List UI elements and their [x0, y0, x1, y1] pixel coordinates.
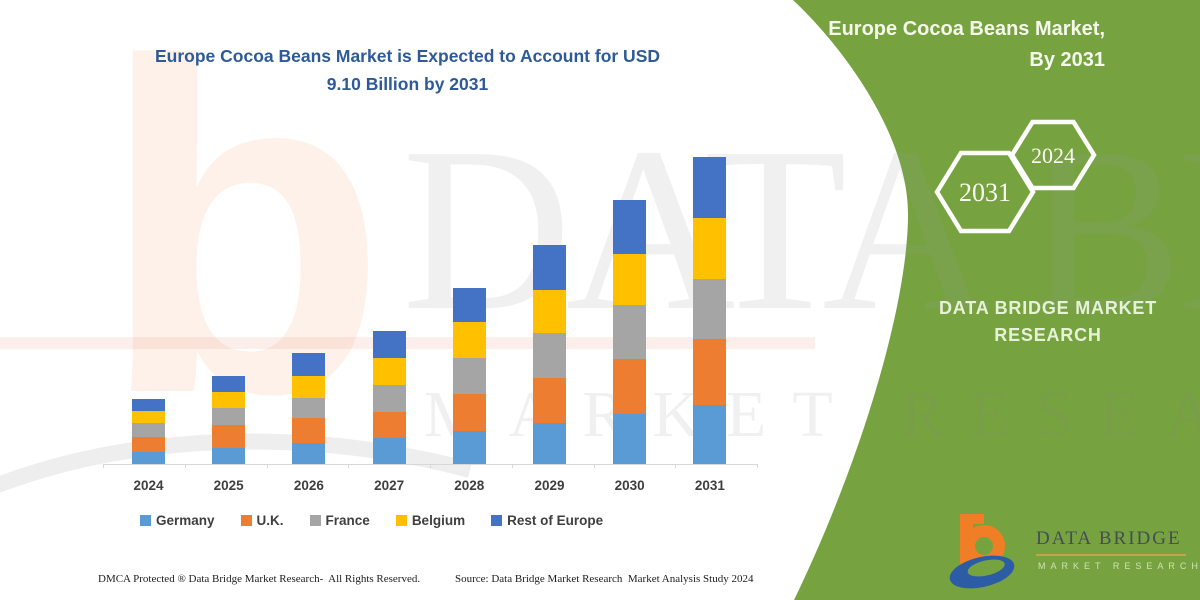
bar-segment-france — [613, 305, 647, 360]
legend-label: Germany — [156, 513, 215, 528]
bar-segment-germany — [452, 431, 486, 464]
bar-segment-u-k — [212, 425, 246, 449]
chart-legend: Germany U.K. France Belgium Rest of Europe — [140, 513, 603, 528]
legend-swatch-icon — [395, 515, 407, 526]
bar-segment-france — [533, 333, 566, 378]
bar-segment-rest-of-europe — [292, 353, 326, 376]
side-panel-background — [793, 0, 1200, 600]
x-axis-tick — [184, 464, 186, 468]
chart-title-line2: 9.10 Billion by 2031 — [326, 74, 489, 95]
x-axis-label: 2030 — [614, 478, 645, 493]
legend-swatch-icon — [309, 515, 321, 526]
bar-segment-germany — [693, 404, 727, 464]
dbmr-logo-name: DATA BRIDGE — [1036, 528, 1182, 549]
x-axis-label: 2031 — [694, 478, 725, 493]
bar-segment-germany — [533, 422, 566, 464]
bar-segment-u-k — [292, 418, 326, 444]
legend-item: U.K. — [240, 513, 284, 528]
side-panel-title: Europe Cocoa Beans Market, By 2031 — [828, 14, 1105, 76]
bar-segment-germany — [212, 448, 246, 464]
side-panel-brand: DATA BRIDGE MARKET RESEARCH — [898, 295, 1198, 349]
bar-segment-belgium — [533, 289, 566, 334]
chart-title: Europe Cocoa Beans Market is Expected to… — [95, 42, 720, 99]
footer-source-text: Source: Data Bridge Market Research Mark… — [455, 573, 754, 585]
legend-item: France — [309, 513, 370, 528]
legend-label: Belgium — [411, 513, 466, 528]
bar-segment-rest-of-europe — [533, 245, 566, 290]
bar-segment-france — [693, 279, 727, 340]
bar-segment-belgium — [372, 358, 406, 386]
x-axis-tick — [675, 464, 677, 468]
x-axis-label: 2025 — [213, 478, 244, 493]
bar-segment-belgium — [693, 218, 727, 280]
legend-label: Rest of Europe — [507, 513, 604, 528]
bar-segment-france — [212, 408, 246, 426]
hexagon-badges: 2031 2024 — [934, 119, 1097, 234]
dbmr-logo: DATA BRIDGE MARKET RESEARCH — [940, 512, 1198, 592]
bar-segment-u-k — [693, 339, 727, 405]
x-axis-tick — [430, 464, 431, 468]
x-axis-label: 2026 — [293, 478, 324, 493]
hexagon-2024-icon — [1009, 119, 1097, 191]
bar-segment-france — [452, 357, 486, 395]
side-panel-title-line2: By 2031 — [1029, 49, 1105, 71]
legend-item: Rest of Europe — [491, 513, 603, 528]
bar-segment-rest-of-europe — [212, 376, 246, 393]
hexagon-2024-label: 2024 — [1031, 143, 1075, 168]
hexagon-2031-icon — [934, 150, 1036, 234]
bar-segment-u-k — [613, 359, 647, 415]
bar-segment-france — [372, 385, 406, 413]
bar-segment-u-k — [372, 412, 406, 438]
bar-segment-rest-of-europe — [693, 156, 727, 219]
bar-segment-france — [132, 423, 165, 437]
hexagon-2031-label: 2031 — [959, 178, 1011, 207]
x-axis-tick — [757, 464, 758, 468]
bar-segment-u-k — [132, 437, 165, 453]
side-panel-title-line1: Europe Cocoa Beans Market, — [828, 18, 1105, 40]
dbmr-logo-subtitle: MARKET RESEARCH — [1038, 561, 1200, 571]
bar-segment-belgium — [132, 411, 165, 424]
footer-dmca-text: DMCA Protected ® Data Bridge Market Rese… — [98, 573, 421, 585]
legend-swatch-icon — [491, 515, 503, 526]
side-panel-brand-line1: DATA BRIDGE MARKET — [938, 298, 1158, 318]
bar-segment-u-k — [452, 394, 486, 432]
x-axis-tick — [511, 464, 513, 468]
bar-segment-rest-of-europe — [613, 200, 647, 255]
dbmr-logo-icon — [949, 514, 1015, 589]
bar-segment-germany — [292, 443, 326, 464]
x-axis-tick — [266, 464, 268, 468]
bar-segment-rest-of-europe — [132, 398, 165, 412]
legend-item: Belgium — [395, 513, 466, 528]
bar-segment-germany — [613, 414, 647, 464]
dbmr-logo-rule — [1036, 554, 1186, 556]
bar-segment-belgium — [613, 254, 647, 306]
bar-segment-belgium — [452, 321, 486, 358]
x-axis-tick — [593, 464, 595, 468]
x-axis-tick — [103, 464, 104, 468]
bar-segment-rest-of-europe — [372, 331, 406, 359]
x-axis-label: 2027 — [374, 478, 405, 493]
legend-label: U.K. — [256, 513, 284, 528]
x-axis-label: 2024 — [133, 478, 164, 493]
bar-segment-belgium — [212, 392, 246, 409]
bar-segment-germany — [132, 452, 165, 464]
legend-label: France — [325, 513, 370, 528]
legend-item: Germany — [140, 513, 215, 528]
bar-segment-belgium — [292, 375, 326, 399]
bar-segment-france — [292, 398, 326, 419]
x-axis-label: 2028 — [454, 478, 485, 493]
legend-swatch-icon — [240, 515, 252, 526]
watermark-band — [0, 337, 815, 349]
bar-segment-rest-of-europe — [452, 287, 486, 322]
legend-swatch-icon — [140, 515, 151, 526]
bar-segment-germany — [372, 438, 406, 464]
x-axis-tick — [348, 464, 350, 468]
side-panel-brand-line2: RESEARCH — [994, 325, 1102, 345]
x-axis-label: 2029 — [534, 478, 565, 493]
chart-title-line1: Europe Cocoa Beans Market is Expected to… — [154, 46, 660, 66]
bar-segment-u-k — [533, 377, 566, 423]
